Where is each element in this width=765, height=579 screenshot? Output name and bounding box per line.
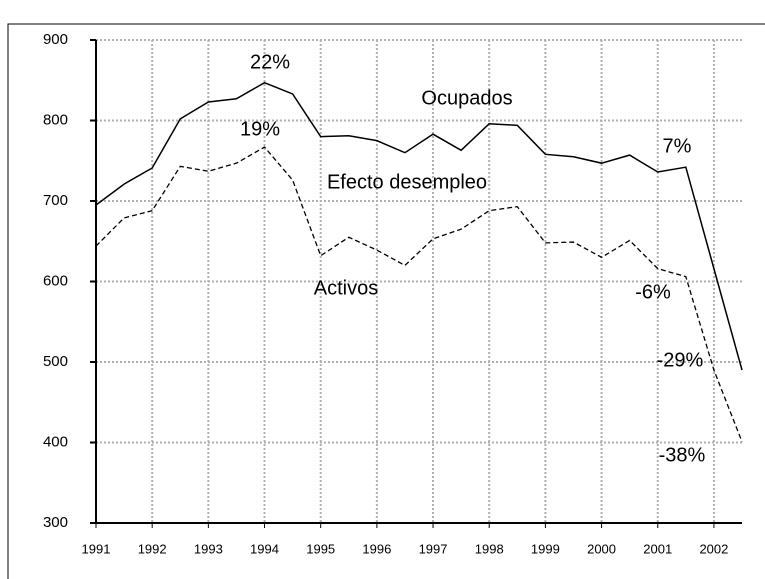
y-tick-label: 400 (43, 433, 68, 450)
y-tick-label: 300 (43, 514, 68, 531)
x-tick-label: 1997 (419, 541, 448, 556)
x-tick-label: 2001 (643, 541, 672, 556)
x-tick-label: 1995 (306, 541, 335, 556)
annotation: -6% (635, 281, 671, 303)
y-tick-label: 500 (43, 353, 68, 370)
x-tick-label: 1998 (475, 541, 504, 556)
x-tick-label: 1999 (531, 541, 560, 556)
x-tick-label: 1993 (194, 541, 223, 556)
x-tick-label: 2002 (699, 541, 728, 556)
x-tick-label: 1992 (138, 541, 167, 556)
series-line (95, 81, 743, 371)
x-tick-label: 1996 (362, 541, 391, 556)
x-tick-label: 2000 (587, 541, 616, 556)
y-tick-label: 700 (43, 192, 68, 209)
annotation: 19% (240, 118, 280, 140)
series-line (95, 146, 743, 442)
x-tick-label: 1994 (250, 541, 279, 556)
series-label: Ocupados (421, 87, 512, 109)
annotation: 7% (663, 135, 692, 157)
annotation: Efecto desempleo (327, 171, 487, 193)
annotation: 22% (250, 51, 290, 73)
x-tick-label: 1991 (82, 541, 111, 556)
y-tick-label: 900 (43, 31, 68, 48)
annotation: -29% (657, 349, 704, 371)
frame (7, 23, 765, 579)
y-tick-label: 600 (43, 272, 68, 289)
series-label: Activos (314, 277, 378, 299)
annotation: -38% (659, 444, 706, 466)
y-tick-label: 800 (43, 111, 68, 128)
